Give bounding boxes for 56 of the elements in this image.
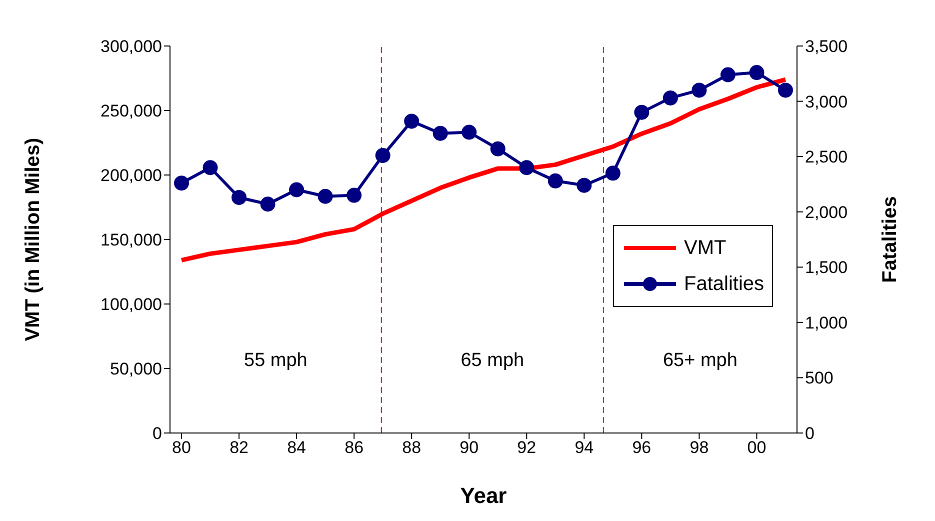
x-tick-label: 96 [632,438,652,458]
point [548,173,563,188]
point [346,188,362,203]
point [174,176,190,191]
point [605,166,620,181]
legend-label: VMT [684,236,726,260]
y2-tick-label: 3,500 [805,37,848,56]
y2-tick-label: 2,000 [805,202,848,222]
annotation: 65 mph [460,350,524,372]
y-tick-label: 50,000 [110,360,162,379]
y2-tick-label: 1,000 [805,313,848,332]
x-tick-label: 92 [517,438,536,458]
y-tick-label: 150,000 [100,230,162,250]
point [490,141,506,156]
x-tick-label: 84 [287,438,306,458]
point [720,67,736,82]
x-tick-label: 94 [574,438,594,458]
x-tick-label: 98 [690,438,709,458]
y-tick-label: 200,000 [100,166,162,186]
point [289,182,304,198]
point [462,124,477,140]
y2-axis-title: Fatalities [879,196,902,283]
point [519,160,534,176]
y-tick-label: 0 [152,424,162,444]
point [576,178,592,193]
point [778,82,793,98]
point [692,82,707,98]
annotation: 65+ mph [662,350,738,372]
point [662,90,678,106]
x-tick-label: 90 [460,438,479,458]
annotation: 55 mph [244,350,308,372]
x-tick-label: 80 [172,438,191,458]
point [318,188,333,204]
x-tick-label: 82 [230,438,248,458]
y2-tick-label: 500 [805,368,834,388]
point [232,190,247,205]
y-axis-title: VMT (in Million Miles) [22,138,44,342]
x-tick-label: 00 [747,438,766,458]
y-tick-label: 300,000 [100,37,162,56]
x-tick-label: 86 [344,438,364,458]
point [404,114,420,129]
y-tick-label: 100,000 [100,295,162,314]
x-axis-title: Year [460,483,508,508]
y2-tick-label: 0 [805,424,814,444]
point [749,65,764,80]
point [634,104,650,120]
y2-tick-label: 2,500 [805,148,848,167]
y-tick-label: 250,000 [100,102,162,121]
y2-tick-label: 3,000 [805,92,848,112]
point [260,196,276,212]
x-tick-label: 88 [402,438,422,458]
point [202,160,218,176]
y2-tick-label: 1,500 [805,258,848,278]
legend-label: Fatalities [684,272,764,296]
point [432,126,448,141]
point [375,148,390,163]
